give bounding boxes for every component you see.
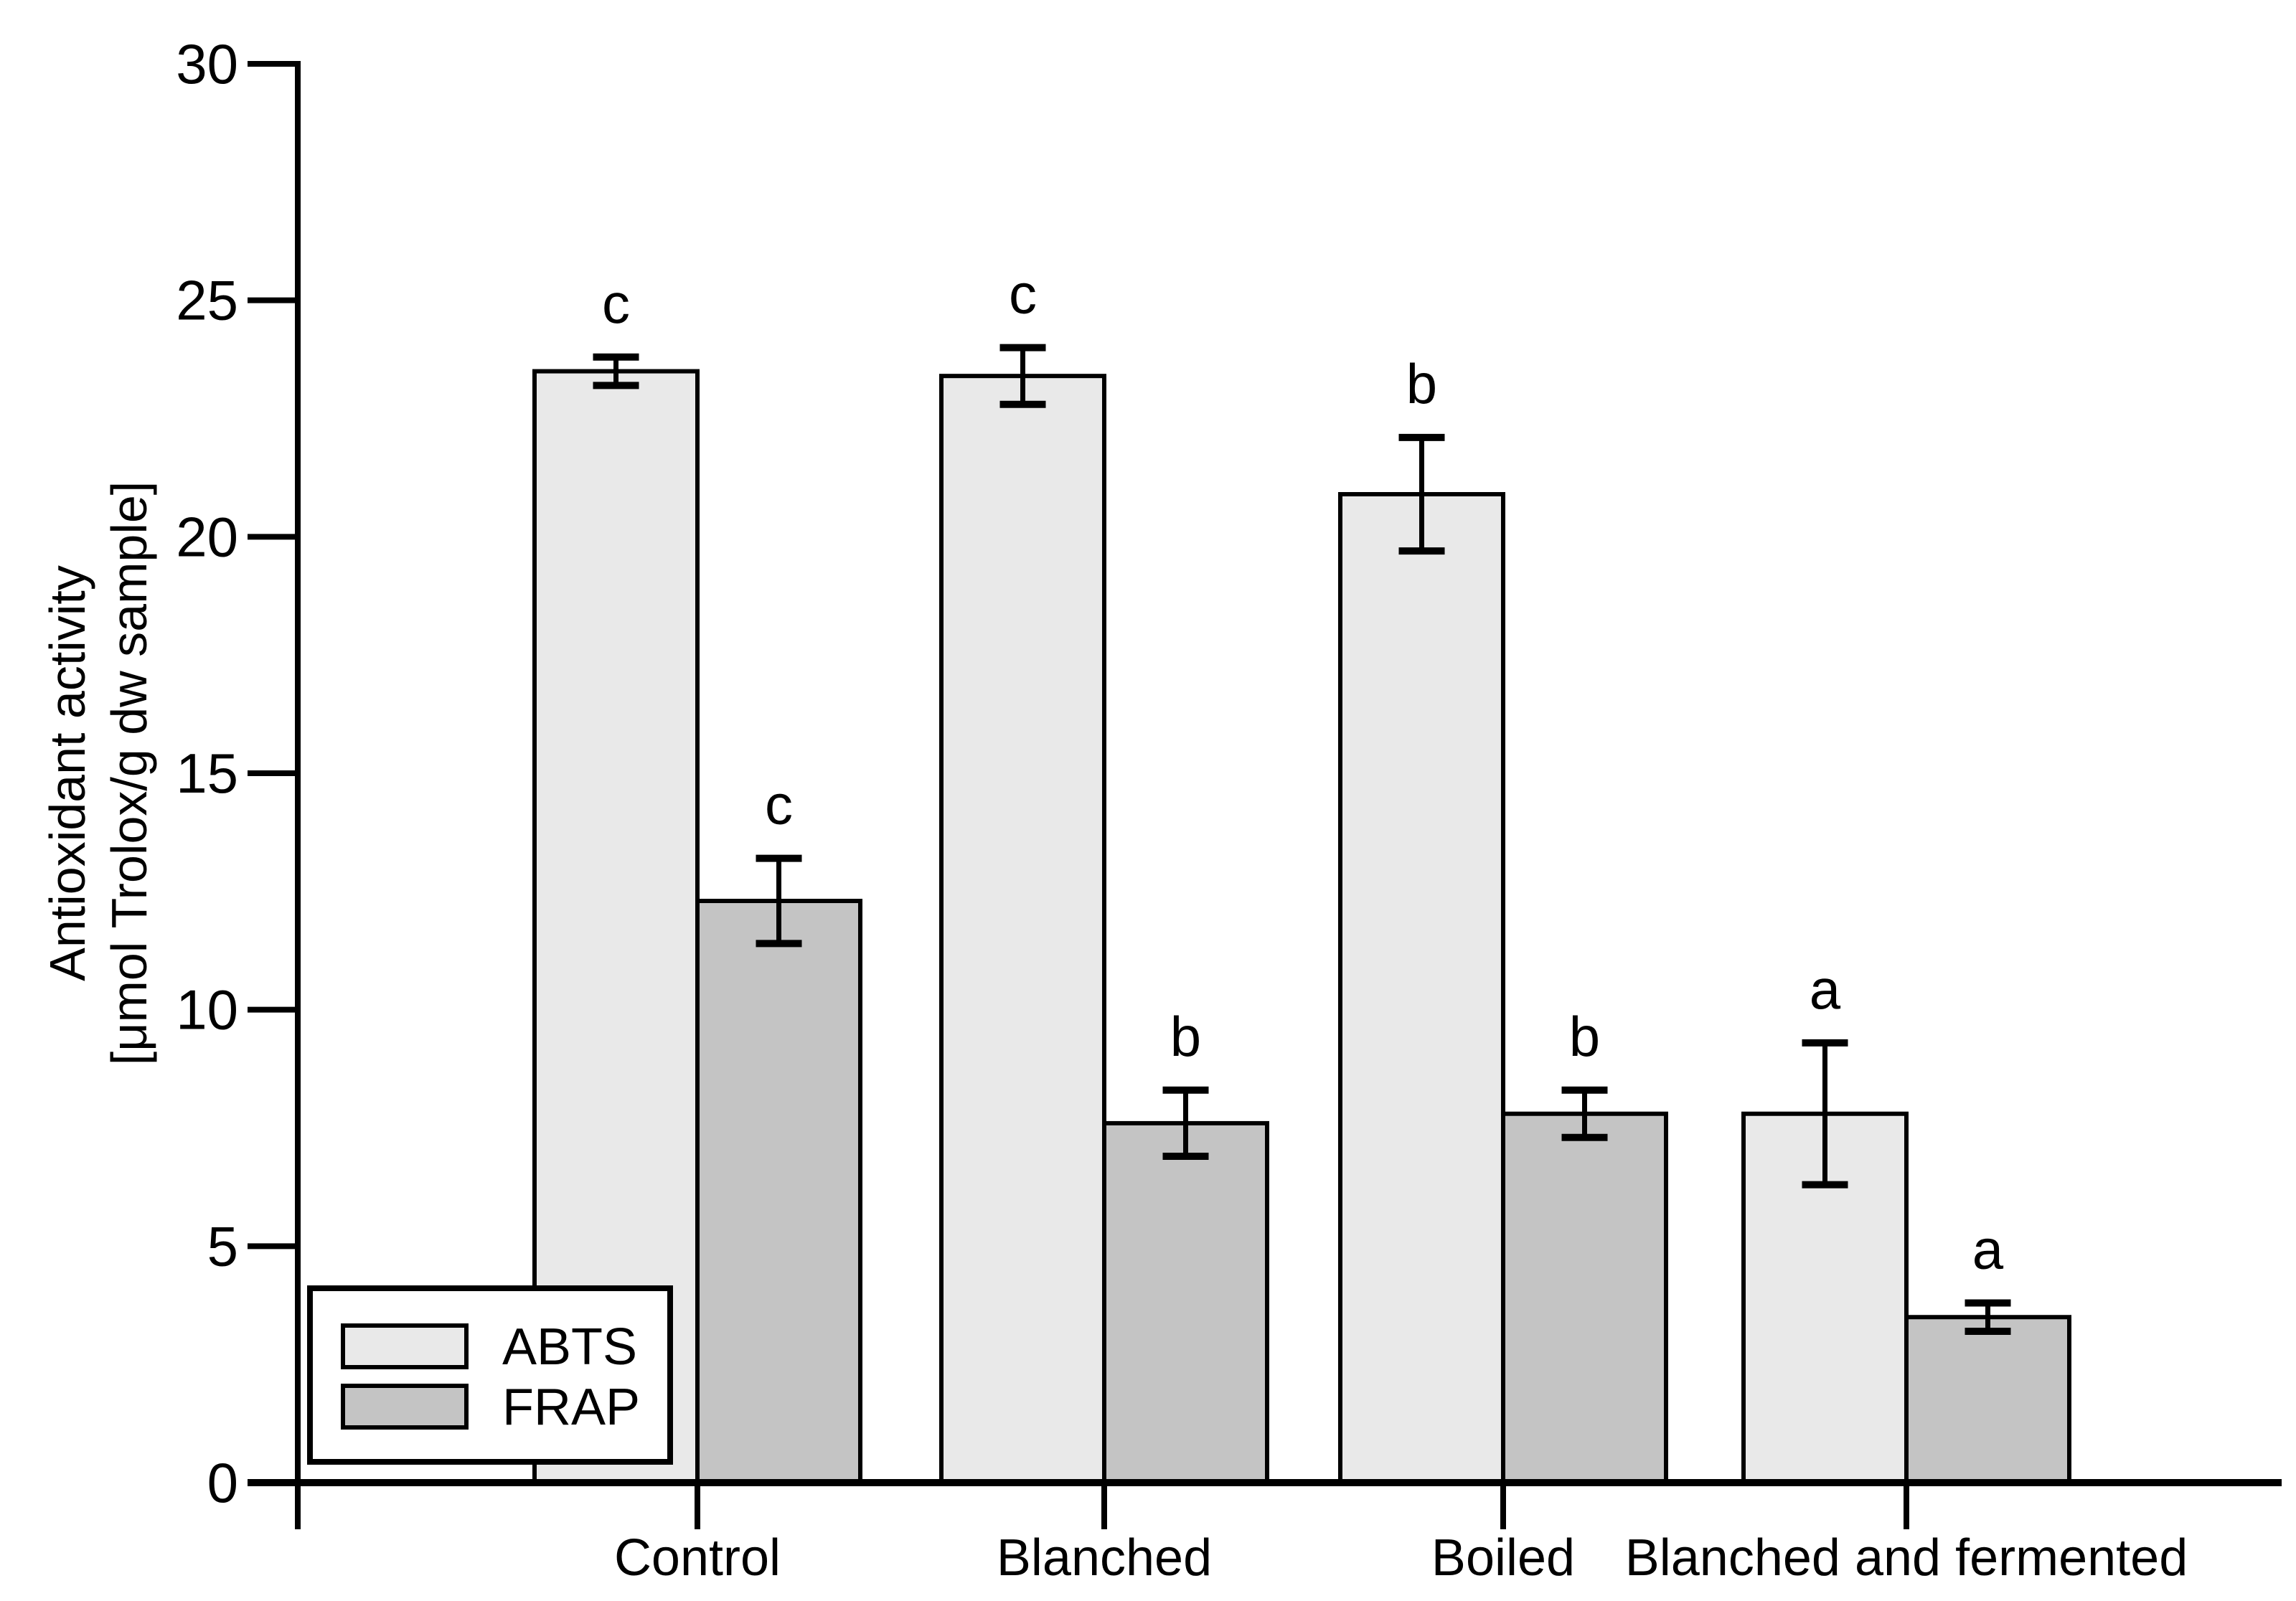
x-tick-label-blanched: Blanched [997, 1529, 1212, 1587]
bar-frap-boiled [1501, 1111, 1668, 1486]
bar-abts-blanched [939, 374, 1106, 1485]
y-tick-label-10: 10 [176, 978, 238, 1042]
y-axis-title-line2: [μmol Trolox/g dw sample] [101, 481, 157, 1066]
sig-letter-abts-blanched: c [1009, 263, 1037, 326]
bar-frap-control [695, 899, 862, 1485]
sig-letter-abts-control: c [602, 272, 630, 335]
legend-label-abts: ABTS [502, 1318, 637, 1376]
y-tick-label-20: 20 [176, 505, 238, 568]
legend-swatch-abts [341, 1323, 469, 1369]
y-tick-label-25: 25 [176, 269, 238, 332]
bar-frap-blanched-and-fermented [1904, 1315, 2071, 1485]
x-tick-label-blanched-and-fermented: Blanched and fermented [1625, 1529, 2188, 1587]
sig-letter-abts-boiled: b [1406, 352, 1437, 415]
x-tick-label-control: Control [614, 1529, 781, 1587]
y-tick-label-30: 30 [176, 32, 238, 95]
sig-letter-frap-boiled: b [1569, 1005, 1600, 1068]
sig-letter-frap-blanched: b [1170, 1005, 1201, 1068]
sig-letter-frap-blanched-and-fermented: a [1972, 1217, 2004, 1280]
bar-abts-boiled [1338, 492, 1505, 1486]
sig-letter-abts-blanched-and-fermented: a [1810, 958, 1841, 1021]
y-tick-label-5: 5 [207, 1214, 238, 1278]
x-tick-label-boiled: Boiled [1431, 1529, 1575, 1587]
y-tick-label-15: 15 [176, 742, 238, 805]
sig-letter-frap-control: c [765, 773, 793, 836]
y-axis-title-line1: Antioxidant activity [39, 565, 95, 981]
legend-box [307, 1285, 673, 1465]
y-tick-label-0: 0 [207, 1451, 238, 1514]
legend-label-frap: FRAP [502, 1379, 640, 1436]
bar-frap-blanched [1102, 1120, 1269, 1485]
legend-swatch-frap [341, 1384, 469, 1430]
